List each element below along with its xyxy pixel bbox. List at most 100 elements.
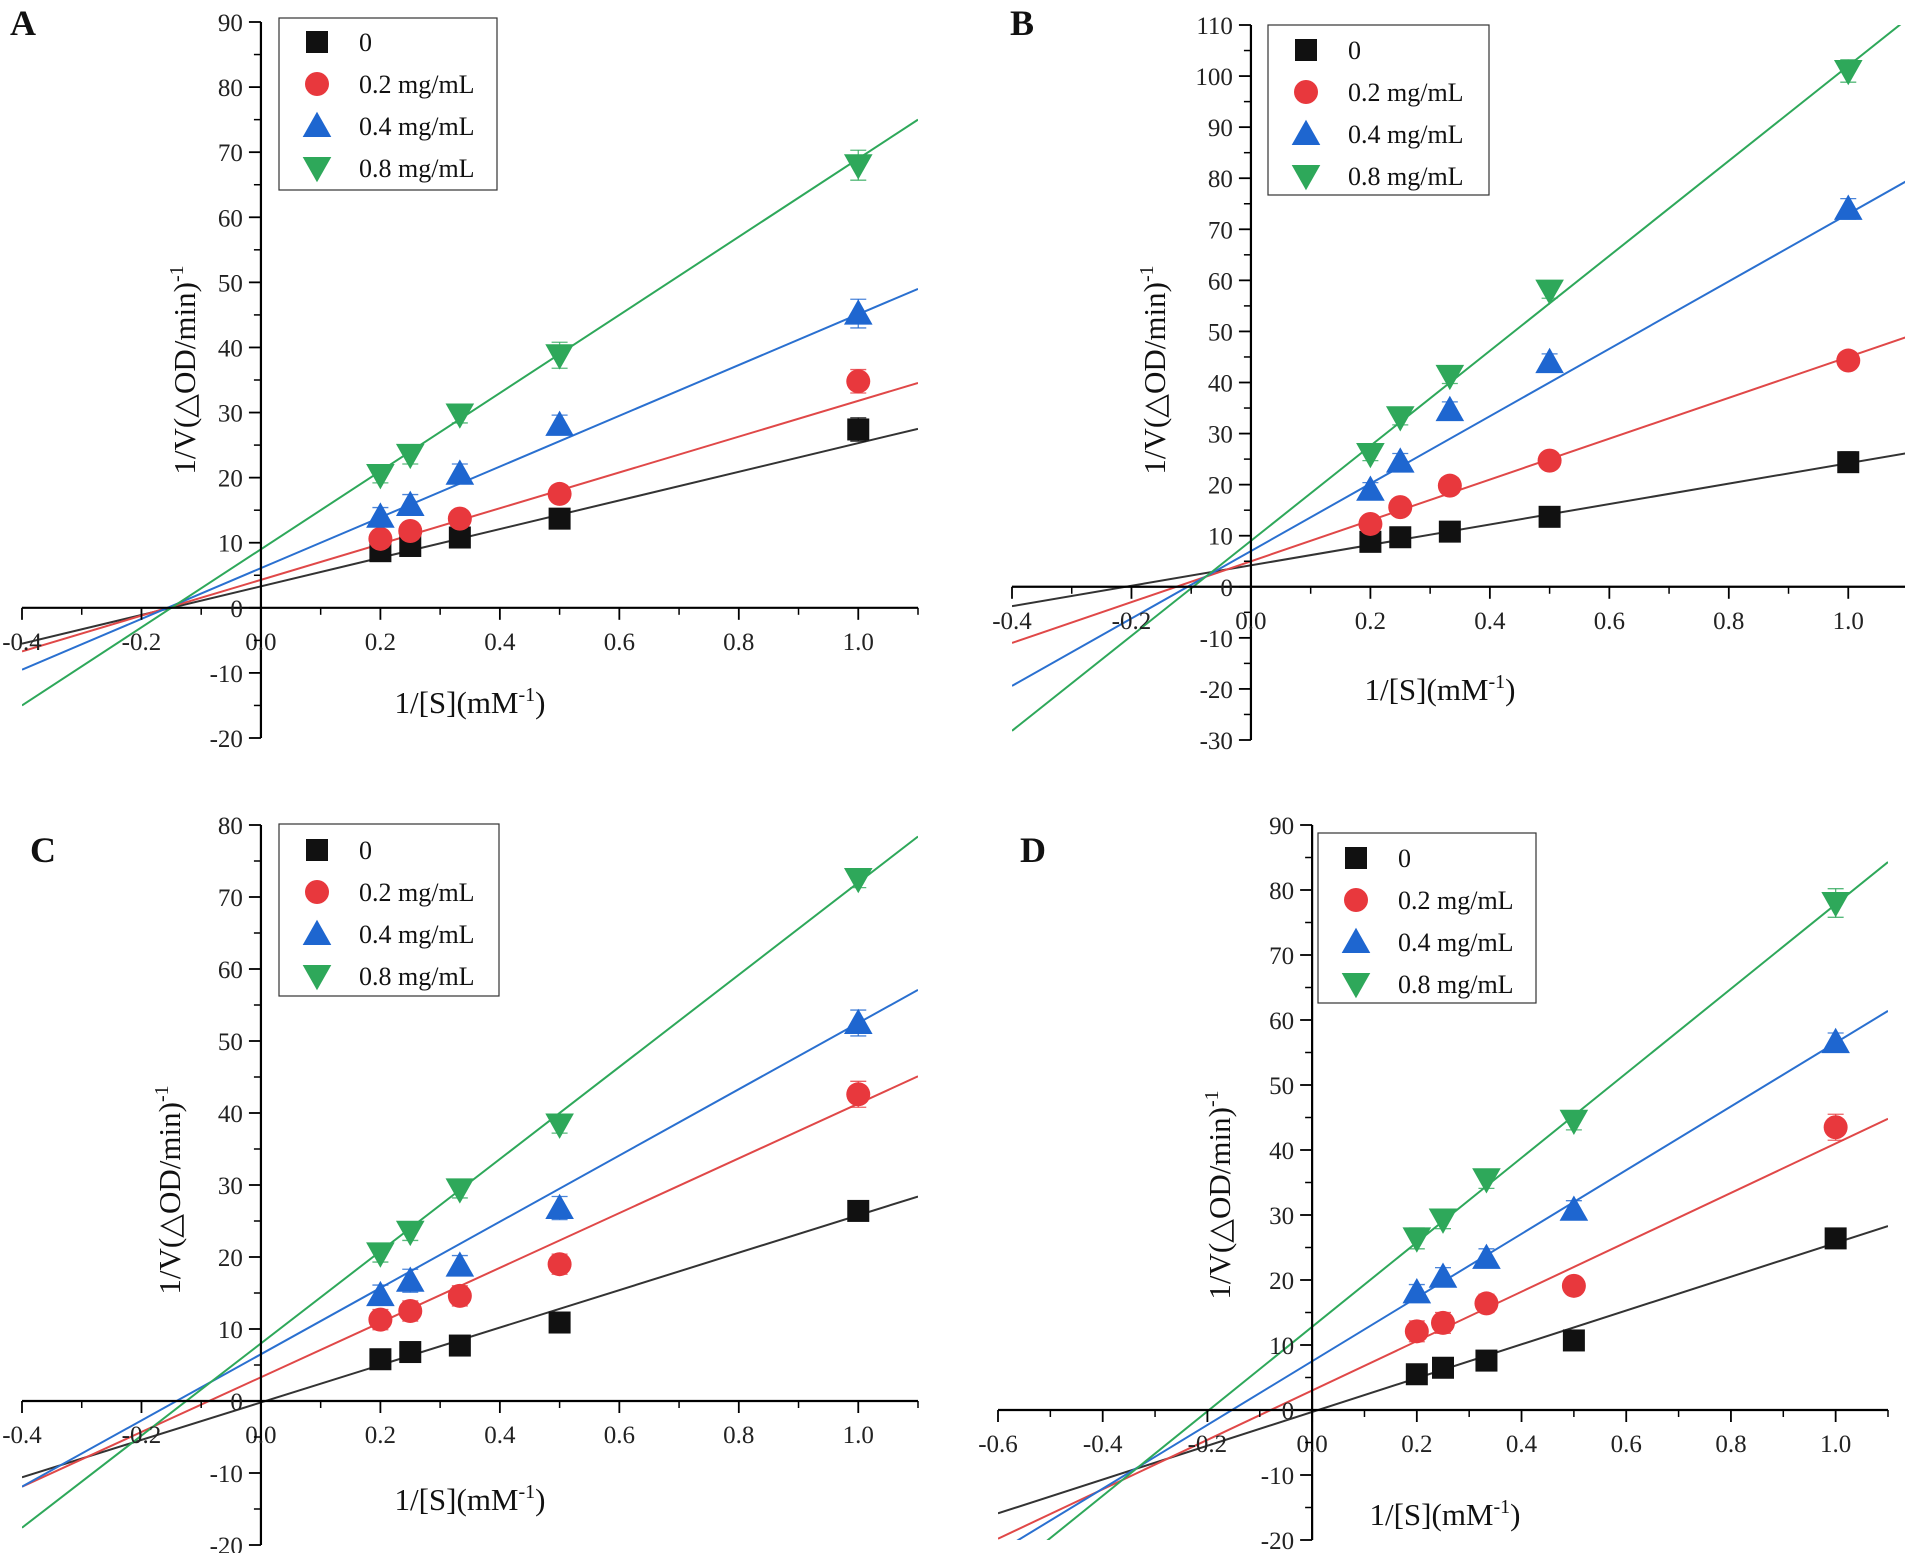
x-tick-label: 0.8 bbox=[1715, 1431, 1746, 1458]
fit-line-2 bbox=[1012, 180, 1905, 687]
y-tick-label: -20 bbox=[1261, 1528, 1294, 1553]
fit-line-2 bbox=[22, 989, 918, 1488]
legend-marker bbox=[1341, 973, 1371, 999]
legend-marker bbox=[305, 880, 329, 904]
x-axis-title-end: ) bbox=[535, 1482, 545, 1517]
data-point bbox=[547, 481, 572, 506]
data-point bbox=[843, 868, 873, 894]
y-axis-title-main: 1/V(△OD/min) bbox=[152, 1102, 187, 1295]
series-0 bbox=[369, 1199, 870, 1371]
y-axis-title-main: 1/V(△OD/min) bbox=[1202, 1107, 1237, 1300]
y-tick-label: 30 bbox=[218, 1173, 243, 1200]
x-tick-label: -0.4 bbox=[992, 608, 1032, 635]
y-tick-label: -10 bbox=[1261, 1463, 1294, 1490]
data-point bbox=[548, 1311, 571, 1334]
y-tick-label: 20 bbox=[218, 466, 243, 493]
data-point bbox=[1356, 443, 1385, 469]
x-axis-title-main: 1/[S](mM bbox=[395, 685, 519, 720]
data-point bbox=[1472, 1243, 1501, 1269]
x-tick-label: -0.2 bbox=[122, 1422, 162, 1449]
y-tick-label: 90 bbox=[218, 10, 243, 37]
data-point bbox=[368, 526, 393, 551]
y-axis-title-sup: -1 bbox=[151, 1085, 173, 1102]
y-axis-title: 1/V(△OD/min)-1 bbox=[166, 265, 202, 474]
y-tick-label: 70 bbox=[1208, 217, 1233, 244]
data-point bbox=[1562, 1329, 1585, 1352]
data-point bbox=[448, 1334, 471, 1357]
series-3 bbox=[366, 149, 873, 490]
chart-panel-a: -0.4 -0.2 0.0 0.2 0.4 0.6 0.8 1.0-20-1001020304… bbox=[2, 3, 919, 753]
series-0 bbox=[1359, 451, 1860, 553]
legend-marker bbox=[1341, 927, 1371, 953]
data-point bbox=[399, 1341, 422, 1364]
x-axis-title-sup: -1 bbox=[519, 1481, 536, 1503]
data-point bbox=[1435, 395, 1465, 422]
x-tick-label: 0.8 bbox=[1713, 608, 1744, 635]
y-axis-title-sup: -1 bbox=[1201, 1090, 1223, 1107]
data-point bbox=[1538, 505, 1561, 528]
legend-marker bbox=[1295, 39, 1317, 61]
x-tick-label: 0.4 bbox=[484, 1422, 516, 1449]
legend-label: 0.2 mg/mL bbox=[359, 70, 475, 99]
data-point bbox=[1356, 475, 1385, 501]
y-tick-label: 30 bbox=[1269, 1203, 1294, 1230]
data-point bbox=[847, 1199, 870, 1222]
data-point bbox=[445, 1178, 475, 1204]
series-1 bbox=[1404, 1113, 1848, 1344]
chart-panel-d: -0.6 -0.4 -0.2 0.0 0.2 0.4 0.6 0.8 1.0-20-100102… bbox=[978, 813, 1889, 1553]
x-axis-title-sup: -1 bbox=[1489, 671, 1506, 693]
legend-label: 0.8 mg/mL bbox=[359, 962, 475, 991]
legend-label: 0 bbox=[1348, 36, 1361, 65]
x-tick-label: 0.0 bbox=[1296, 1431, 1327, 1458]
data-point bbox=[1821, 1027, 1850, 1054]
y-tick-label: 20 bbox=[1208, 473, 1233, 500]
x-axis-title-sup: -1 bbox=[519, 684, 536, 706]
y-tick-label: 70 bbox=[1269, 943, 1294, 970]
y-tick-label: 0 bbox=[230, 1389, 243, 1416]
data-point bbox=[1358, 511, 1383, 536]
data-point bbox=[1537, 448, 1562, 473]
legend-marker bbox=[1345, 847, 1367, 869]
data-point bbox=[1432, 1356, 1454, 1379]
x-tick-label: 0.6 bbox=[604, 1422, 635, 1449]
legend-label: 0 bbox=[359, 836, 372, 865]
legend-marker bbox=[302, 157, 332, 183]
y-tick-label: 10 bbox=[1269, 1333, 1294, 1360]
data-point bbox=[395, 1220, 425, 1247]
x-axis-title-main: 1/[S](mM bbox=[1370, 1497, 1494, 1532]
data-point bbox=[1823, 1115, 1848, 1140]
data-point bbox=[1438, 520, 1461, 543]
legend: 0 0.2 mg/mL 0.4 mg/mL 0.8 mg/mL bbox=[1317, 832, 1537, 1004]
legend-marker bbox=[1294, 80, 1318, 104]
data-point bbox=[447, 1283, 472, 1308]
y-tick-label: 0 bbox=[1220, 575, 1233, 602]
y-tick-label: 80 bbox=[1208, 166, 1233, 193]
y-tick-label: 10 bbox=[1208, 524, 1233, 551]
data-point bbox=[1359, 530, 1382, 553]
y-tick-label: 100 bbox=[1195, 64, 1233, 91]
y-tick-label: 70 bbox=[218, 885, 243, 912]
x-tick-label: 0.4 bbox=[1474, 608, 1506, 635]
data-point bbox=[545, 1113, 574, 1139]
y-tick-label: 50 bbox=[218, 1029, 243, 1056]
legend-label: 0 bbox=[359, 28, 372, 57]
legend-marker bbox=[1291, 165, 1321, 191]
data-point bbox=[366, 1280, 395, 1307]
series-2 bbox=[1356, 194, 1863, 501]
series-0 bbox=[1405, 1227, 1847, 1386]
x-tick-label: 0.2 bbox=[1355, 608, 1386, 635]
x-axis-title: 1/[S](mM-1) bbox=[395, 684, 546, 720]
y-tick-label: 0 bbox=[1282, 1398, 1295, 1425]
chart-panel-c: -0.4 -0.2 0.0 0.2 0.4 0.6 0.8 1.0-20-1001020304… bbox=[2, 813, 919, 1553]
x-tick-label: 0.4 bbox=[484, 629, 516, 656]
legend-label: 0.2 mg/mL bbox=[1398, 886, 1514, 915]
panel-label: C bbox=[30, 830, 56, 870]
x-tick-label: -0.4 bbox=[1083, 1431, 1123, 1458]
x-axis-title-end: ) bbox=[1505, 672, 1515, 707]
panel-label: B bbox=[1010, 3, 1034, 43]
y-tick-label: 30 bbox=[1208, 422, 1233, 449]
data-point bbox=[843, 154, 873, 180]
y-tick-label: 80 bbox=[1269, 878, 1294, 905]
legend: 0 0.2 mg/mL 0.4 mg/mL 0.8 mg/mL bbox=[278, 17, 498, 191]
series-2 bbox=[366, 298, 873, 528]
